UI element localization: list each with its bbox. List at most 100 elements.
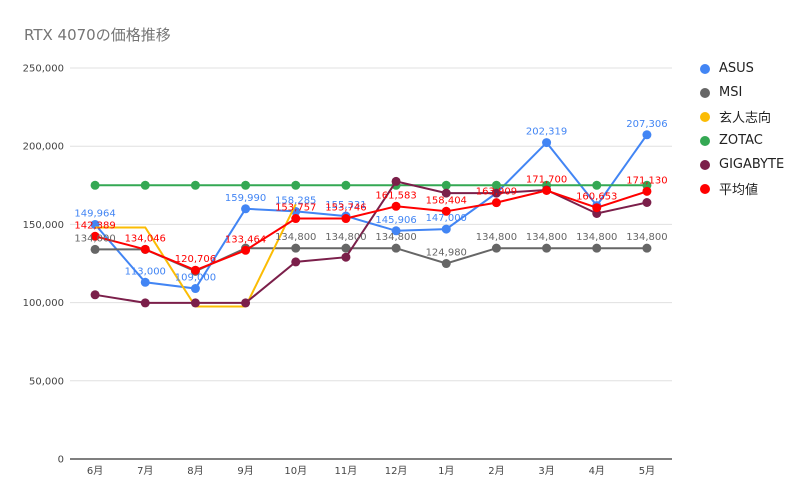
x-axis-ticks: 6月 7月 8月 9月 10月 11月 12月 1月 2月 3月 4月 5月 bbox=[87, 465, 655, 477]
legend-dot-icon bbox=[700, 63, 710, 74]
data-point bbox=[391, 201, 401, 211]
legend-item: GIGABYTE bbox=[700, 156, 810, 173]
data-label: 202,319 bbox=[526, 127, 567, 138]
legend-item: 玄人志向 bbox=[700, 108, 810, 126]
data-label: 145,906 bbox=[375, 215, 416, 226]
data-point bbox=[542, 243, 552, 253]
y-tick-label: 0 bbox=[58, 455, 64, 466]
data-label: 109,000 bbox=[175, 273, 216, 284]
data-label: 134,000 bbox=[74, 233, 115, 244]
data-label: 159,990 bbox=[225, 193, 266, 204]
x-tick-label: 11月 bbox=[335, 465, 358, 477]
legend-item: MSI bbox=[700, 84, 810, 101]
data-label: 134,800 bbox=[626, 232, 667, 243]
legend-dot-icon bbox=[700, 111, 710, 122]
legend-dot-icon bbox=[700, 159, 710, 170]
data-point bbox=[140, 180, 150, 190]
y-axis-ticks: 0 50,000 100,000 150,000 200,000 250,000 bbox=[23, 64, 64, 466]
data-point bbox=[140, 298, 150, 308]
data-point bbox=[241, 204, 251, 214]
data-point bbox=[190, 298, 200, 308]
data-label: 134,800 bbox=[275, 232, 316, 243]
data-point bbox=[642, 243, 652, 253]
data-label: 158,285 bbox=[275, 195, 316, 206]
data-point bbox=[642, 130, 652, 140]
gridlines bbox=[70, 67, 672, 460]
data-point bbox=[190, 180, 200, 190]
data-point bbox=[190, 265, 200, 275]
data-point bbox=[391, 176, 401, 186]
data-label: 158,404 bbox=[426, 195, 467, 206]
legend-item: ZOTAC bbox=[700, 132, 810, 149]
legend-dot-icon bbox=[700, 183, 710, 194]
data-label: 113,000 bbox=[125, 266, 166, 277]
data-point bbox=[90, 290, 100, 300]
data-point bbox=[241, 245, 251, 255]
data-label: 171,700 bbox=[526, 174, 567, 185]
legend-dot-icon bbox=[700, 87, 710, 98]
data-point bbox=[291, 180, 301, 190]
data-label: 134,046 bbox=[125, 233, 166, 244]
data-label: 134,800 bbox=[375, 232, 416, 243]
x-tick-label: 2月 bbox=[488, 465, 504, 477]
x-tick-label: 3月 bbox=[538, 465, 554, 477]
data-label: 161,583 bbox=[375, 190, 416, 201]
data-point bbox=[90, 180, 100, 190]
data-label: 153,746 bbox=[325, 203, 366, 214]
data-point bbox=[441, 224, 451, 234]
data-label: 134,800 bbox=[325, 232, 366, 243]
data-label: 124,980 bbox=[426, 248, 467, 259]
data-point bbox=[341, 180, 351, 190]
data-point bbox=[291, 214, 301, 224]
data-point bbox=[491, 198, 501, 208]
data-point bbox=[592, 203, 602, 213]
legend-dot-icon bbox=[700, 135, 710, 146]
x-tick-label: 6月 bbox=[87, 465, 103, 477]
data-label: 163,909 bbox=[476, 187, 517, 198]
data-point bbox=[441, 206, 451, 216]
data-point bbox=[491, 180, 501, 190]
y-tick-label: 200,000 bbox=[23, 142, 64, 153]
data-point bbox=[542, 185, 552, 195]
x-tick-label: 7月 bbox=[137, 465, 153, 477]
data-point bbox=[642, 186, 652, 196]
y-tick-label: 250,000 bbox=[23, 64, 64, 75]
data-point bbox=[291, 243, 301, 253]
data-point bbox=[241, 298, 251, 308]
data-label: 133,464 bbox=[225, 234, 266, 245]
x-tick-label: 4月 bbox=[589, 465, 605, 477]
data-point bbox=[90, 244, 100, 254]
y-tick-label: 50,000 bbox=[29, 376, 64, 387]
data-label: 134,800 bbox=[476, 232, 517, 243]
data-point bbox=[341, 252, 351, 262]
x-tick-label: 5月 bbox=[639, 465, 655, 477]
data-point bbox=[391, 226, 401, 236]
data-point bbox=[441, 259, 451, 269]
legend-label: 玄人志向 bbox=[719, 111, 772, 126]
data-point bbox=[592, 243, 602, 253]
data-label: 207,306 bbox=[626, 119, 667, 130]
data-labels: 149,964 113,000 109,000 159,990 158,285 155,3… bbox=[74, 119, 667, 284]
data-label: 142,389 bbox=[74, 220, 115, 231]
data-label: 160,653 bbox=[576, 192, 617, 203]
legend-label: 平均値 bbox=[719, 183, 759, 198]
y-tick-label: 100,000 bbox=[23, 298, 64, 309]
data-label: 149,964 bbox=[74, 208, 115, 219]
data-label: 153,757 bbox=[275, 203, 316, 214]
series-lines bbox=[90, 130, 652, 308]
data-point bbox=[291, 257, 301, 267]
legend-label: ASUS bbox=[719, 61, 754, 76]
data-point bbox=[491, 243, 501, 253]
x-tick-label: 1月 bbox=[438, 465, 454, 477]
data-point bbox=[241, 180, 251, 190]
data-point bbox=[542, 138, 552, 148]
chart-title: RTX 4070の価格推移 bbox=[24, 26, 171, 44]
legend: ASUS MSI 玄人志向 ZOTAC GIGABYTE 平均値 bbox=[700, 60, 810, 204]
data-point bbox=[491, 188, 501, 198]
data-label: 147,000 bbox=[426, 213, 467, 224]
data-label: 134,800 bbox=[576, 232, 617, 243]
data-point bbox=[140, 277, 150, 287]
data-point bbox=[391, 243, 401, 253]
series-line bbox=[94, 189, 648, 272]
x-tick-label: 12月 bbox=[385, 465, 408, 477]
